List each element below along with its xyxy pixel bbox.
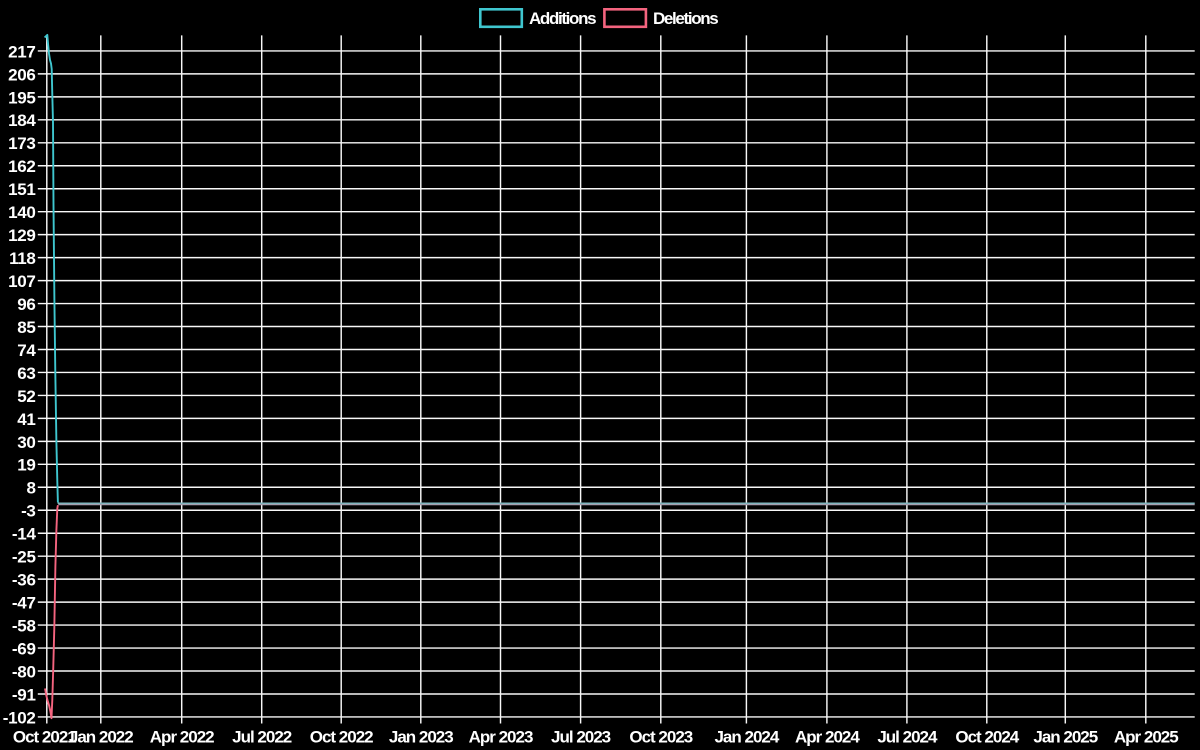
svg-text:Oct 2021: Oct 2021 (13, 727, 76, 746)
svg-text:Apr 2022: Apr 2022 (150, 727, 214, 746)
svg-text:118: 118 (9, 249, 36, 268)
svg-text:Jul 2024: Jul 2024 (877, 727, 938, 746)
svg-text:Oct 2024: Oct 2024 (955, 727, 1019, 746)
svg-text:19: 19 (17, 456, 35, 475)
svg-text:96: 96 (17, 295, 35, 314)
svg-text:30: 30 (17, 433, 35, 452)
svg-text:-47: -47 (12, 594, 36, 613)
svg-text:151: 151 (8, 180, 35, 199)
svg-text:Jan 2023: Jan 2023 (389, 727, 453, 746)
svg-text:85: 85 (17, 318, 35, 337)
svg-text:217: 217 (8, 42, 35, 61)
svg-text:Jul 2023: Jul 2023 (551, 727, 611, 746)
svg-text:173: 173 (8, 134, 35, 153)
svg-text:Apr 2025: Apr 2025 (1114, 727, 1178, 746)
svg-text:162: 162 (8, 157, 35, 176)
svg-text:107: 107 (8, 272, 35, 291)
svg-text:Jul 2022: Jul 2022 (232, 727, 292, 746)
svg-text:8: 8 (26, 479, 35, 498)
svg-text:Jan 2022: Jan 2022 (69, 727, 133, 746)
svg-text:184: 184 (8, 111, 36, 130)
svg-text:-80: -80 (12, 662, 36, 681)
svg-text:Deletions: Deletions (653, 9, 718, 28)
svg-text:Additions: Additions (529, 9, 596, 28)
svg-text:-91: -91 (12, 685, 36, 704)
svg-text:Oct 2023: Oct 2023 (629, 727, 692, 746)
svg-text:Apr 2023: Apr 2023 (469, 727, 533, 746)
svg-text:Oct 2022: Oct 2022 (310, 727, 373, 746)
svg-text:195: 195 (8, 88, 35, 107)
svg-text:-102: -102 (3, 708, 36, 727)
svg-text:Jan 2025: Jan 2025 (1033, 727, 1097, 746)
svg-text:-14: -14 (12, 525, 37, 544)
svg-text:52: 52 (17, 387, 35, 406)
svg-text:-3: -3 (21, 502, 36, 521)
svg-text:-25: -25 (12, 548, 36, 567)
svg-text:74: 74 (17, 341, 36, 360)
svg-text:Apr 2024: Apr 2024 (795, 727, 860, 746)
svg-text:129: 129 (8, 226, 35, 245)
svg-text:140: 140 (8, 203, 35, 222)
svg-text:206: 206 (8, 65, 35, 84)
svg-text:Jan 2024: Jan 2024 (714, 727, 779, 746)
svg-text:-58: -58 (12, 616, 36, 635)
svg-text:-69: -69 (12, 639, 36, 658)
svg-text:63: 63 (17, 364, 35, 383)
svg-text:41: 41 (17, 410, 35, 429)
svg-text:-36: -36 (12, 571, 36, 590)
